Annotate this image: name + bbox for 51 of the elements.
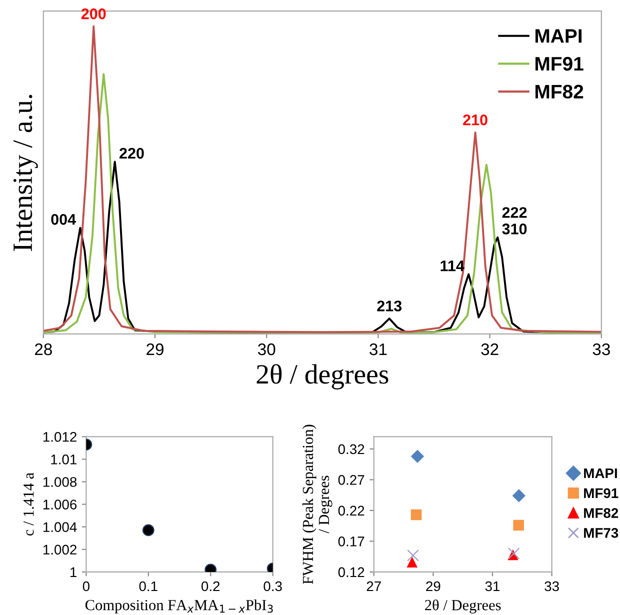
y-tick-label: 1.006	[43, 500, 77, 510]
x-tick-label: 0.1	[139, 581, 158, 592]
y-tick-label: 0.27	[338, 475, 364, 485]
y-tick-label: 0.12	[338, 567, 364, 578]
legend-label: MF73	[584, 528, 618, 538]
x-tick-label: 31	[370, 343, 387, 356]
y-tick-label: 1.004	[43, 522, 77, 532]
x-tick-label: 29	[146, 343, 164, 356]
y-axis-title: FWHM (Peak Separation) / Degrees	[302, 424, 332, 584]
x-tick-label: 29	[426, 581, 440, 592]
y-tick-label: 1.01	[51, 454, 76, 464]
point	[513, 520, 524, 531]
x-tick-label: 32	[481, 343, 498, 356]
point	[410, 450, 424, 463]
x-tick-label: 28	[34, 343, 52, 356]
x-tick-label: 0.2	[201, 581, 220, 592]
y-tick-label: 1.012	[43, 432, 76, 442]
point	[407, 549, 419, 562]
x-axis-title: 2θ / Degrees	[425, 599, 501, 614]
annotation: 004	[51, 214, 76, 225]
y-tick-label: 1.002	[43, 544, 76, 555]
annotation: 213	[377, 300, 402, 312]
y-tick-label: 0.22	[338, 506, 364, 516]
y-axis-title: Intensity / a.u.	[13, 94, 38, 251]
legend-label: MF82	[584, 508, 618, 518]
legend-label: MF91	[536, 56, 584, 71]
point	[406, 556, 418, 568]
legend-label: MF82	[536, 84, 584, 99]
x-tick-label: 0	[82, 581, 90, 592]
annotation: 220	[120, 148, 144, 159]
legend-label: MF91	[584, 488, 618, 498]
x-tick-label: 27	[366, 581, 381, 592]
y-tick-label: 0.17	[338, 536, 364, 546]
y-tick-label: 1.008	[43, 477, 77, 487]
x-tick-label: 30	[258, 343, 276, 356]
x-tick-label: 31	[485, 581, 500, 592]
point	[512, 489, 526, 502]
legend-label: MAPI	[536, 29, 582, 43]
x-axis-title: Composition FA$_{x}$MA$_{1−x}$PbI$_{3}$	[85, 599, 273, 614]
x-tick-label: 33	[592, 343, 610, 356]
y-tick-label: 1	[70, 567, 76, 577]
x-tick-label: 33	[544, 581, 559, 592]
legend-label: MAPI	[584, 468, 617, 478]
y-tick-label: 0.32	[338, 444, 364, 454]
x-axis-title: 2θ / degrees	[256, 364, 388, 390]
x-tick-label: 0.3	[264, 581, 282, 592]
annotation: 222 310	[502, 207, 527, 234]
annotation: 210	[463, 114, 488, 126]
y-axis-title: c / 1.414 a	[24, 472, 34, 536]
annotation: 200	[81, 8, 106, 20]
point	[410, 509, 422, 520]
